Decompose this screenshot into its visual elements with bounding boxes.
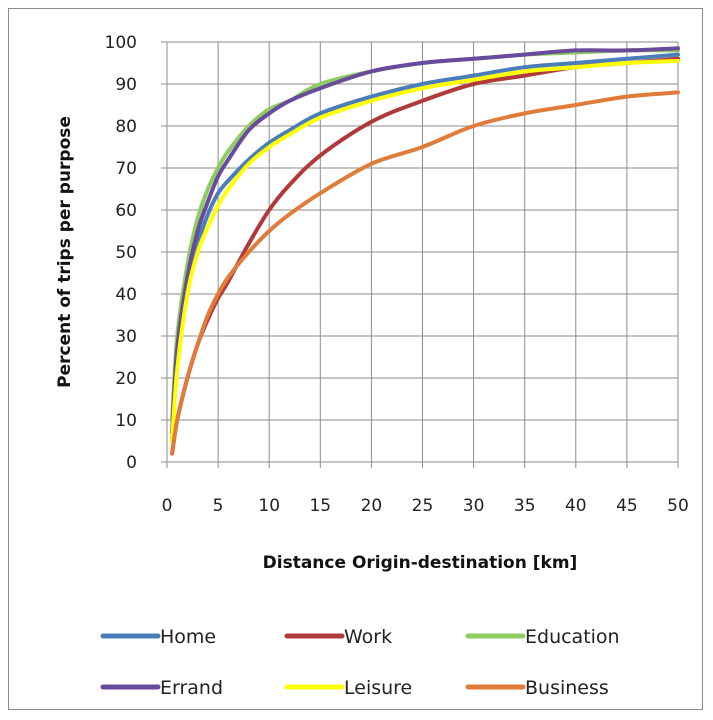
y-tick-label: 0 <box>126 453 137 473</box>
legend-item-education: Education <box>465 626 620 648</box>
legend-label: Errand <box>160 677 223 699</box>
legend-item-leisure: Leisure <box>284 677 412 699</box>
x-tick-label: 10 <box>258 496 280 516</box>
legend-item-home: Home <box>100 626 216 648</box>
legend-label: Home <box>160 626 216 648</box>
legend-label: Work <box>344 626 392 648</box>
x-tick-label: 40 <box>565 496 587 516</box>
series-line-home <box>170 52 680 443</box>
series-line-errand <box>170 46 680 435</box>
x-tick-label: 45 <box>616 496 638 516</box>
x-tick-label: 5 <box>213 496 224 516</box>
y-tick-label: 80 <box>115 117 137 137</box>
y-tick-label: 10 <box>115 411 137 431</box>
x-tick-label: 35 <box>514 496 536 516</box>
legend-item-business: Business <box>465 677 609 699</box>
x-tick-label: 0 <box>162 496 173 516</box>
legend-item-work: Work <box>284 626 392 648</box>
legend-label: Business <box>525 677 609 699</box>
chart-frame <box>8 8 703 710</box>
series-line-work <box>170 56 680 456</box>
x-tick-label: 20 <box>361 496 383 516</box>
grid <box>161 41 679 468</box>
y-tick-label: 40 <box>115 285 137 305</box>
y-tick-label: 20 <box>115 369 137 389</box>
tick-labels: 0 5 10 15 20 25 30 35 40 45 50 0 10 20 30 40 50 60 70 80 90 1… <box>105 33 689 516</box>
legend-item-errand: Errand <box>100 677 223 699</box>
series-lines <box>170 46 680 456</box>
legend: Home Work Education Errand Leisure Business <box>100 626 620 699</box>
y-tick-label: 70 <box>115 159 137 179</box>
x-tick-label: 50 <box>667 496 689 516</box>
x-axis-title: Distance Origin-destination [km] <box>263 553 578 573</box>
y-tick-label: 60 <box>115 201 137 221</box>
series-line-business <box>170 90 680 456</box>
series-line-leisure <box>170 58 680 443</box>
y-tick-label: 30 <box>115 327 137 347</box>
x-tick-label: 25 <box>412 496 434 516</box>
legend-label: Leisure <box>344 677 412 699</box>
y-tick-label: 90 <box>115 75 137 95</box>
series-line-education <box>170 48 680 422</box>
x-tick-label: 15 <box>309 496 331 516</box>
y-tick-label: 100 <box>105 33 137 53</box>
y-tick-label: 50 <box>115 243 137 263</box>
y-axis-title: Percent of trips per purpose <box>55 116 75 388</box>
legend-label: Education <box>525 626 620 648</box>
x-tick-label: 30 <box>463 496 485 516</box>
